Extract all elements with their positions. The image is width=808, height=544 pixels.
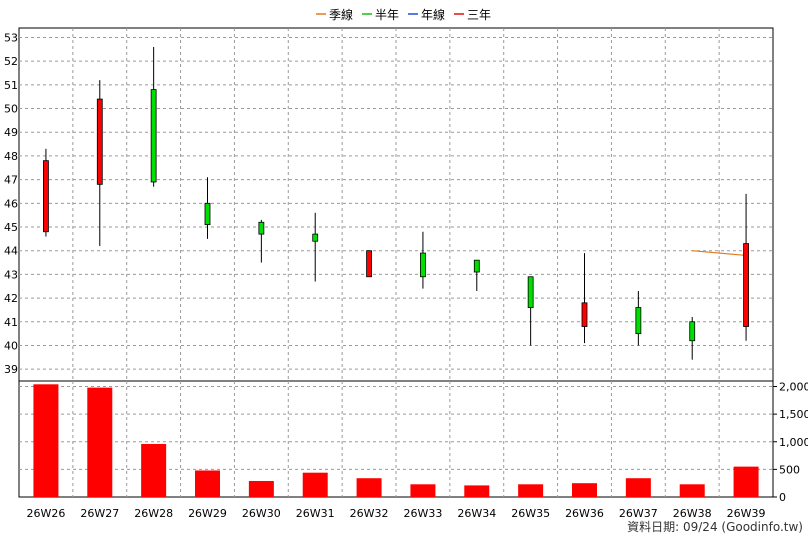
- moving-average-lines: [692, 250, 747, 257]
- volume-bar: [141, 443, 167, 497]
- x-tick-label: 26W33: [403, 507, 442, 520]
- volume-bar: [33, 384, 59, 497]
- price-tick-label: 40: [4, 339, 18, 352]
- volume-bar: [410, 484, 436, 497]
- candle-body: [204, 202, 211, 226]
- candle-body: [366, 250, 372, 278]
- x-tick-label: 26W26: [26, 507, 65, 520]
- price-tick-label: 42: [4, 292, 18, 305]
- price-tick-label: 53: [4, 31, 18, 44]
- candle-body: [473, 259, 480, 273]
- x-axis: 26W26 26W27 26W28 26W29 26W30 26W31 26W32 26W33…: [26, 507, 765, 520]
- price-tick-label: 46: [4, 197, 18, 210]
- volume-tick-label: 0: [779, 491, 786, 504]
- price-tick-label: 48: [4, 150, 18, 163]
- price-tick-label: 52: [4, 55, 18, 68]
- x-tick-label: 26W31: [296, 507, 335, 520]
- candle-body: [43, 160, 49, 233]
- x-tick-label: 26W34: [457, 507, 496, 520]
- x-tick-label: 26W38: [673, 507, 712, 520]
- price-tick-label: 44: [4, 245, 18, 258]
- x-tick-label: 26W28: [134, 507, 173, 520]
- volume-bar: [464, 485, 490, 497]
- data-date-footer: 資料日期: 09/24 (Goodinfo.tw): [627, 520, 803, 534]
- ma-quarter-line: [692, 250, 747, 257]
- legend-label: 三年: [467, 8, 491, 22]
- volume-bar: [302, 472, 328, 497]
- x-tick-label: 26W37: [619, 507, 658, 520]
- price-gridlines: [19, 28, 773, 381]
- candlestick: [366, 250, 372, 278]
- candlestick: [96, 80, 103, 246]
- candle-body: [96, 98, 103, 185]
- candlestick: [689, 317, 696, 360]
- legend-label: 季線: [329, 7, 353, 22]
- x-tick-label: 26W29: [188, 507, 227, 520]
- price-tick-label: 39: [4, 363, 18, 376]
- volume-gridlines: [19, 381, 773, 497]
- x-tick-label: 26W27: [80, 507, 119, 520]
- volume-panel: 0 500 1,000 1,500 2,000: [18, 380, 808, 504]
- x-tick-label: 26W32: [350, 507, 389, 520]
- price-y-axis: 39 40 41 42 43 44 45 46 47 48 49 50 51 52 53: [4, 31, 18, 376]
- volume-tick-label: 1,000: [779, 436, 808, 449]
- volume-bar: [518, 484, 544, 497]
- volume-tick-label: 500: [779, 463, 800, 476]
- candle-body: [420, 252, 426, 278]
- volume-bar: [248, 480, 274, 497]
- candlestick: [150, 46, 157, 187]
- candlestick: [473, 259, 480, 291]
- volume-bar: [356, 478, 382, 497]
- volume-bar: [733, 466, 759, 497]
- volume-bars: [33, 384, 759, 497]
- price-tick-label: 43: [4, 268, 18, 281]
- candle-body: [581, 302, 588, 327]
- candlestick: [527, 276, 534, 346]
- candle-body: [527, 276, 534, 308]
- price-tick-label: 49: [4, 126, 18, 139]
- price-panel: 39 40 41 42 43 44 45 46 47 48 49 50 51 52 53: [4, 27, 774, 382]
- candle-body: [689, 321, 696, 342]
- candle-body: [258, 221, 265, 235]
- candlestick: [581, 253, 588, 344]
- candlestick: [258, 219, 265, 263]
- candlestick: [204, 177, 211, 239]
- volume-tick-label: 2,000: [779, 381, 808, 394]
- volume-bar: [679, 484, 705, 497]
- candlestick: [635, 290, 642, 346]
- volume-bar: [87, 387, 113, 497]
- x-tick-label: 26W36: [565, 507, 604, 520]
- x-tick-label: 26W35: [511, 507, 550, 520]
- price-tick-label: 51: [4, 79, 18, 92]
- volume-bar: [625, 478, 651, 497]
- candle-body: [150, 89, 157, 183]
- price-tick-label: 41: [4, 316, 18, 329]
- volume-y-axis: 0 500 1,000 1,500 2,000: [773, 381, 808, 504]
- candlestick: [43, 148, 49, 237]
- candle-body: [312, 233, 319, 242]
- candlestick: [743, 193, 749, 341]
- price-tick-label: 47: [4, 174, 18, 187]
- legend-label: 半年: [375, 8, 399, 22]
- candlestick: [420, 231, 426, 289]
- candle-body: [743, 243, 749, 327]
- legend-label: 年線: [421, 7, 445, 22]
- volume-bar: [572, 483, 597, 497]
- volume-bar: [195, 470, 220, 497]
- candlestick: [312, 212, 319, 282]
- chart-legend: 季線 半年 年線 三年: [316, 7, 491, 22]
- volume-tick-label: 1,500: [779, 408, 808, 421]
- price-tick-label: 50: [4, 103, 18, 116]
- candle-body: [635, 307, 642, 335]
- x-tick-label: 26W39: [727, 507, 766, 520]
- x-tick-label: 26W30: [242, 507, 281, 520]
- candlesticks: [43, 46, 749, 360]
- price-tick-label: 45: [4, 221, 18, 234]
